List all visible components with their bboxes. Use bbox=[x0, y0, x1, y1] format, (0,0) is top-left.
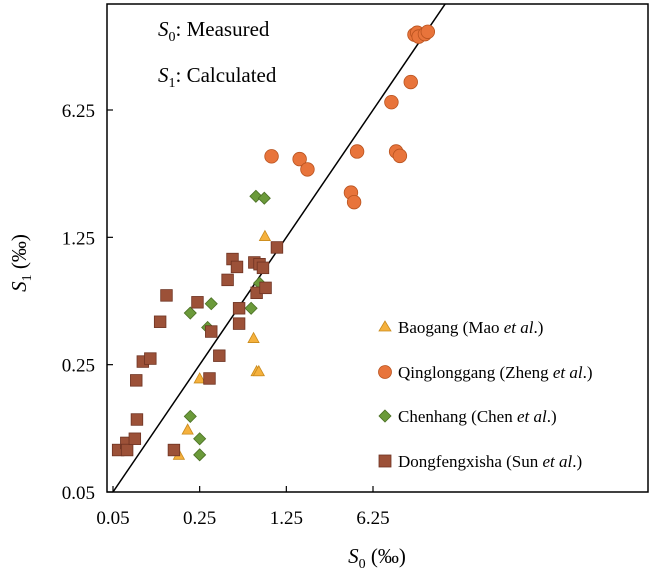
circle-point bbox=[265, 150, 279, 164]
circle-point bbox=[393, 149, 407, 163]
legend: Baogang (Mao et al.) Qinglonggang (Zheng… bbox=[379, 318, 593, 471]
x-tick-label: 6.25 bbox=[356, 508, 389, 529]
circle-point bbox=[301, 163, 315, 177]
x-tick-label: 0.25 bbox=[183, 508, 216, 529]
diamond-point bbox=[245, 302, 257, 314]
diamond-point bbox=[194, 433, 206, 445]
series-diamond bbox=[173, 190, 270, 506]
y-tick-label: 6.25 bbox=[62, 101, 95, 122]
legend-triangle-marker bbox=[379, 321, 391, 331]
measured-note: S0: Measured bbox=[158, 17, 270, 45]
legend-diamond-marker bbox=[379, 410, 391, 422]
series-circle bbox=[265, 25, 435, 209]
square-point bbox=[131, 414, 143, 426]
x-axis-label: S0 (‰) bbox=[348, 544, 406, 572]
legend-item-qinglonggang: Qinglonggang (Zheng et al.) bbox=[379, 363, 593, 382]
square-point bbox=[260, 282, 272, 294]
square-point bbox=[222, 274, 234, 286]
circle-point bbox=[404, 75, 418, 89]
square-point bbox=[231, 261, 243, 273]
square-point bbox=[233, 318, 245, 330]
legend-item-chenhang: Chenhang (Chen et al.) bbox=[379, 407, 557, 426]
diamond-point bbox=[194, 449, 206, 461]
y-tick-label: 0.25 bbox=[62, 356, 95, 377]
square-point bbox=[192, 296, 204, 308]
legend-item-baogang: Baogang (Mao et al.) bbox=[379, 318, 543, 337]
one-to-one-line bbox=[101, 0, 457, 510]
square-point bbox=[154, 316, 166, 328]
square-point bbox=[257, 262, 269, 274]
square-point bbox=[204, 373, 216, 385]
y-tick-label: 1.25 bbox=[62, 228, 95, 249]
x-tick-label: 1.25 bbox=[270, 508, 303, 529]
triangle-point bbox=[259, 231, 270, 241]
series-square bbox=[112, 242, 282, 456]
circle-point bbox=[421, 25, 435, 39]
calculated-note: S1: Calculated bbox=[158, 63, 277, 91]
square-point bbox=[129, 433, 141, 445]
square-point bbox=[205, 326, 217, 338]
legend-label-dongfengxisha: Dongfengxisha (Sun et al.) bbox=[398, 452, 582, 471]
legend-label-qinglonggang: Qinglonggang (Zheng et al.) bbox=[398, 363, 593, 382]
legend-circle-marker bbox=[379, 366, 392, 379]
circle-point bbox=[347, 195, 361, 209]
square-point bbox=[214, 350, 226, 362]
circle-point bbox=[350, 145, 364, 159]
legend-item-dongfengxisha: Dongfengxisha (Sun et al.) bbox=[379, 452, 582, 471]
circle-point bbox=[385, 95, 399, 109]
triangle-point bbox=[248, 333, 259, 343]
square-point bbox=[130, 375, 142, 387]
square-point bbox=[271, 242, 283, 254]
square-point bbox=[233, 302, 245, 314]
x-tick-label: 0.05 bbox=[96, 508, 129, 529]
square-point bbox=[121, 444, 133, 456]
legend-square-marker bbox=[379, 455, 391, 467]
y-tick-label: 0.05 bbox=[62, 483, 95, 504]
square-point bbox=[161, 290, 173, 302]
y-axis-label: S1 (‰) bbox=[7, 234, 35, 292]
legend-label-chenhang: Chenhang (Chen et al.) bbox=[398, 407, 557, 426]
legend-label-baogang: Baogang (Mao et al.) bbox=[398, 318, 543, 337]
square-point bbox=[145, 353, 157, 365]
scatter-chart: 0.05 0.25 1.25 6.25 0.05 0.25 1.25 6.25 S0: Mea… bbox=[0, 0, 650, 572]
diamond-point bbox=[173, 494, 185, 506]
diamond-point bbox=[184, 410, 196, 422]
diamond-point bbox=[184, 307, 196, 319]
square-point bbox=[168, 444, 180, 456]
diamond-point bbox=[205, 298, 217, 310]
triangle-point bbox=[182, 424, 193, 434]
